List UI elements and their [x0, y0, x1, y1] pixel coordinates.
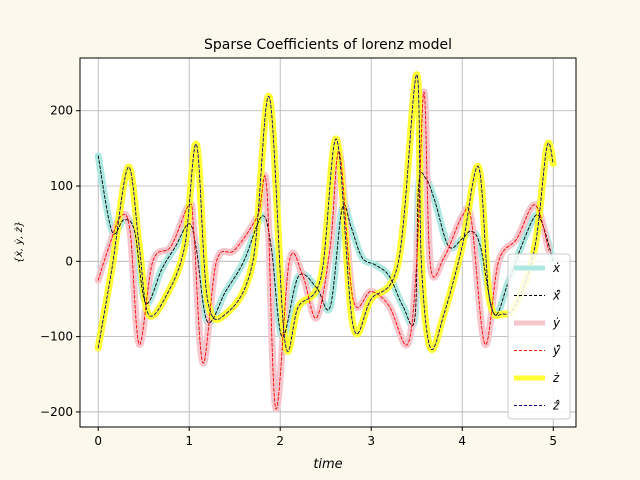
series-y-dot-hat [97, 91, 550, 410]
y-tick-label: 0 [65, 254, 73, 268]
legend-label: ż̂ [552, 399, 560, 413]
legend-entry-z-dot: ż [514, 371, 560, 385]
legend-label: ẏ [552, 316, 561, 330]
legend-entry-x-dot: ẋ [514, 261, 561, 275]
y-tick-label: 100 [50, 179, 73, 193]
legend-entry-y-dot: ẏ [514, 316, 561, 330]
legend-entry-z-dot-hat: ż̂ [514, 399, 560, 413]
x-tick-label: 0 [94, 434, 102, 448]
legend-label: ẋ̂ [552, 289, 561, 303]
x-axis-label: time [313, 457, 342, 472]
y-tick-label: −100 [40, 330, 73, 344]
series-x-dot-hat [97, 155, 554, 338]
ticks: 0 1 2 3 4 5 −200 −100 0 100 200 [40, 104, 557, 448]
legend: ẋ ẋ̂ ẏ ẏ̂ ż ż̂ [507, 253, 571, 420]
y-axis-label: {ẋ, ẏ, ż} [14, 221, 25, 264]
legend-box [507, 253, 571, 420]
legend-label: ẏ̂ [552, 344, 561, 358]
series-z-dot-hat [97, 74, 554, 352]
legend-entry-x-dot-hat: ẋ̂ [514, 289, 561, 303]
y-tick-label: −200 [40, 405, 73, 419]
x-tick-label: 5 [549, 434, 557, 448]
legend-entry-y-dot-hat: ẏ̂ [514, 344, 561, 358]
legend-label: ẋ [552, 261, 561, 275]
x-tick-label: 3 [367, 434, 375, 448]
series-layer [94, 71, 557, 413]
x-tick-label: 4 [458, 434, 466, 448]
plot-frame [79, 57, 577, 428]
x-tick-label: 2 [276, 434, 284, 448]
legend-label: ż [552, 371, 560, 385]
x-tick-label: 1 [185, 434, 193, 448]
y-tick-label: 200 [50, 104, 73, 118]
chart-title: Sparse Coefficients of lorenz model [204, 37, 452, 53]
